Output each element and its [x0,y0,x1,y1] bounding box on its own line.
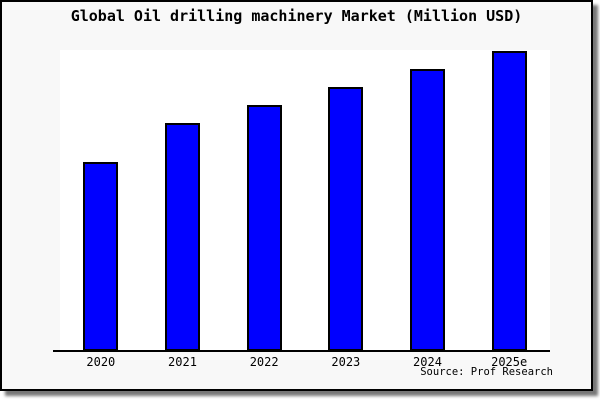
chart-title: Global Oil drilling machinery Market (Mi… [70,7,523,25]
plot-area [60,50,550,351]
bar-2025e [491,51,527,351]
x-tick-label-2025e: 2025e [491,355,528,369]
source-credit: Source: Prof Research [420,366,553,378]
chart-figure: Global Oil drilling machinery Market (Mi… [0,0,593,391]
x-axis-line [53,350,550,352]
bar-2022 [246,105,282,351]
x-tick-label-2023: 2023 [331,355,361,369]
bar-2020 [83,162,119,351]
x-tick-label-2020: 2020 [86,355,116,369]
bar-2024 [410,69,445,351]
x-tick-label-2024: 2024 [413,355,442,369]
x-tick-label-2022: 2022 [249,355,279,369]
bar-2021 [165,123,200,351]
x-tick-label-2021: 2021 [168,355,197,369]
bar-2023 [328,87,364,351]
